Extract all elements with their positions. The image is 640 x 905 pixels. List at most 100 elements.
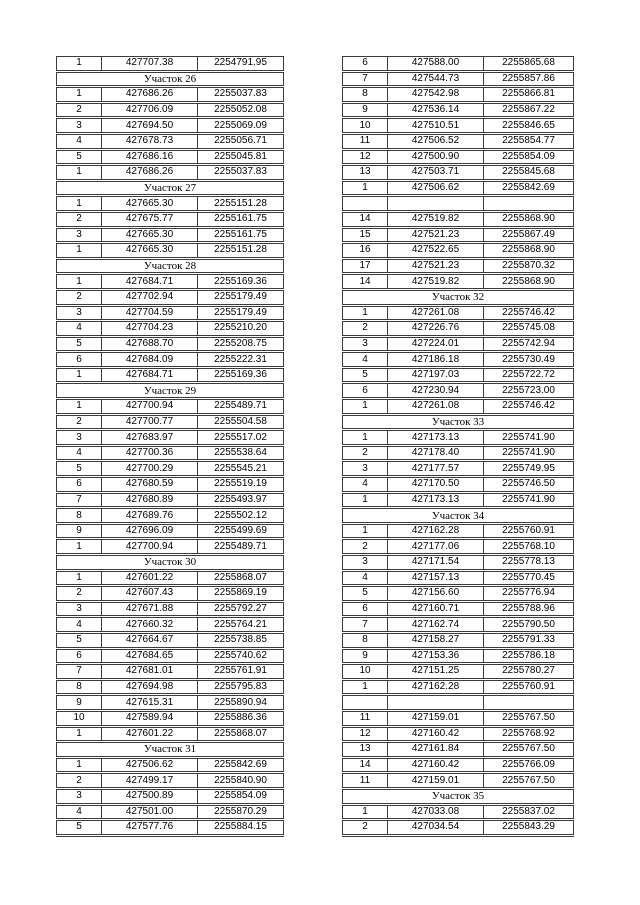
y-coordinate-cell: 2255768.92	[483, 725, 574, 744]
point-number-cell: 6	[342, 600, 388, 619]
x-coordinate-cell: 427177.57	[387, 460, 484, 478]
point-number-cell: 1	[342, 398, 388, 416]
point-number-cell: 9	[56, 522, 102, 541]
coordinate-row: 2 427226.76 2255745.08	[342, 320, 574, 338]
y-coordinate-cell: 2255868.90	[483, 210, 574, 229]
y-coordinate-cell: 2255151.28	[197, 242, 284, 260]
coordinate-row: 9 427153.36 2255786.18	[342, 647, 574, 666]
y-coordinate-cell: 2255767.50	[483, 772, 574, 790]
y-coordinate-cell: 2255795.83	[197, 678, 284, 697]
point-number-cell: 10	[342, 663, 388, 681]
coordinate-row: 7 427681.01 2255761.91	[56, 663, 284, 681]
x-coordinate-cell: 427694.98	[101, 678, 198, 697]
x-coordinate-cell: 427688.70	[101, 335, 198, 354]
point-number-cell: 1	[342, 522, 388, 541]
y-coordinate-cell: 2255868.07	[197, 725, 284, 744]
coordinate-row: 1 427686.26 2255037.83	[56, 164, 284, 182]
coordinate-row: 1 427707.38 2254791.95	[56, 56, 284, 73]
coordinate-row: 10 427510.51 2255846.65	[342, 117, 574, 135]
coordinate-row: 3 427177.57 2255749.95	[342, 460, 574, 478]
coordinate-row: 1 427700.94 2255489.71	[56, 538, 284, 556]
point-number-cell: 8	[342, 86, 388, 104]
section-header-label: Участок 34	[342, 507, 574, 525]
x-coordinate-cell: 427499.17	[101, 772, 198, 790]
point-number-cell: 6	[342, 56, 388, 73]
coordinate-row: 2 427700.77 2255504.58	[56, 413, 284, 432]
coordinate-row: 1 427665.30 2255151.28	[56, 195, 284, 213]
coordinate-row: 4 427704.23 2255210.20	[56, 320, 284, 338]
coordinate-row: 2 427675.77 2255161.75	[56, 210, 284, 229]
y-coordinate-cell: 2255840.90	[197, 772, 284, 790]
coordinate-row: 8 427542.98 2255866.81	[342, 86, 574, 104]
point-number-cell: 5	[56, 335, 102, 354]
section-header-row: Участок 32	[342, 288, 574, 307]
y-coordinate-cell: 2255837.02	[483, 803, 574, 822]
point-number-cell: 1	[56, 538, 102, 556]
x-coordinate-cell: 427161.84	[387, 741, 484, 759]
point-number-cell: 10	[342, 117, 388, 135]
coordinate-row: 6 427684.65 2255740.62	[56, 647, 284, 666]
point-number-cell: 1	[342, 491, 388, 510]
y-coordinate-cell: 2255746.50	[483, 476, 574, 494]
coordinate-row: 1 427173.13 2255741.90	[342, 491, 574, 510]
x-coordinate-cell: 427521.23	[387, 257, 484, 276]
x-coordinate-cell: 427665.30	[101, 226, 198, 245]
point-number-cell: 3	[56, 787, 102, 806]
section-header-label: Участок 28	[56, 257, 284, 276]
point-number-cell: 2	[56, 772, 102, 790]
y-coordinate-cell: 2255740.62	[197, 647, 284, 666]
x-coordinate-cell: 427671.88	[101, 600, 198, 619]
y-coordinate-cell: 2255037.83	[197, 86, 284, 104]
y-coordinate-cell: 2255208.75	[197, 335, 284, 354]
y-coordinate-cell: 2255741.90	[483, 444, 574, 463]
point-number-cell: 4	[56, 616, 102, 634]
coordinate-row: 10 427589.94 2255886.36	[56, 709, 284, 728]
section-header-row: Участок 29	[56, 382, 284, 401]
x-coordinate-cell: 427601.22	[101, 725, 198, 744]
coordinates-table-right-body: 6 427588.00 2255865.68 7 427544.73 2255857.86…	[342, 56, 574, 837]
point-number-cell: 5	[342, 585, 388, 603]
point-number-cell: 8	[56, 678, 102, 697]
point-number-cell: 17	[342, 257, 388, 276]
y-coordinate-cell: 2255760.91	[483, 522, 574, 541]
y-coordinate-cell: 2255867.22	[483, 101, 574, 120]
point-number-cell: 1	[342, 429, 388, 447]
point-number-cell: 7	[342, 70, 388, 89]
y-coordinate-cell: 2255169.36	[197, 273, 284, 291]
y-coordinate-cell: 2255869.19	[197, 585, 284, 603]
x-coordinate-cell: 427226.76	[387, 320, 484, 338]
point-number-cell: 15	[342, 226, 388, 245]
coordinate-row: 5 427156.60 2255776.94	[342, 585, 574, 603]
point-number-cell: 3	[56, 226, 102, 245]
y-coordinate-cell: 2255854.77	[483, 132, 574, 151]
coordinate-row: 9 427536.14 2255867.22	[342, 101, 574, 120]
point-number-cell: 5	[56, 148, 102, 167]
x-coordinate-cell: 427684.71	[101, 366, 198, 385]
y-coordinate-cell: 2254791.95	[197, 56, 284, 73]
point-number-cell: 2	[342, 819, 388, 837]
point-number-cell: 2	[56, 288, 102, 307]
coordinate-row: 1 427261.08 2255746.42	[342, 304, 574, 323]
x-coordinate-cell: 427702.94	[101, 288, 198, 307]
coordinate-row: 6 427230.94 2255723.00	[342, 382, 574, 401]
x-coordinate-cell: 427510.51	[387, 117, 484, 135]
x-coordinate-cell: 427160.42	[387, 725, 484, 744]
y-coordinate-cell: 2255884.15	[197, 819, 284, 837]
coordinate-row: 2 427177.06 2255768.10	[342, 538, 574, 556]
coordinate-row: 4 427501.00 2255870.29	[56, 803, 284, 822]
x-coordinate-cell: 427686.16	[101, 148, 198, 167]
x-coordinate-cell: 427544.73	[387, 70, 484, 89]
point-number-cell: 7	[342, 616, 388, 634]
point-number-cell: 3	[56, 117, 102, 135]
x-coordinate-cell: 427684.71	[101, 273, 198, 291]
x-coordinate-cell: 427158.27	[387, 631, 484, 650]
x-coordinate-cell: 427230.94	[387, 382, 484, 401]
section-header-label: Участок 31	[56, 741, 284, 759]
y-coordinate-cell: 2255842.69	[197, 756, 284, 775]
coordinate-row: 12 427500.90 2255854.09	[342, 148, 574, 167]
coordinate-row: 6 427684.09 2255222.31	[56, 351, 284, 369]
section-header-row: Участок 26	[56, 70, 284, 89]
coordinate-row: 1 427506.62 2255842.69	[342, 179, 574, 198]
x-coordinate-cell: 427157.13	[387, 569, 484, 588]
point-number-cell: 7	[56, 663, 102, 681]
